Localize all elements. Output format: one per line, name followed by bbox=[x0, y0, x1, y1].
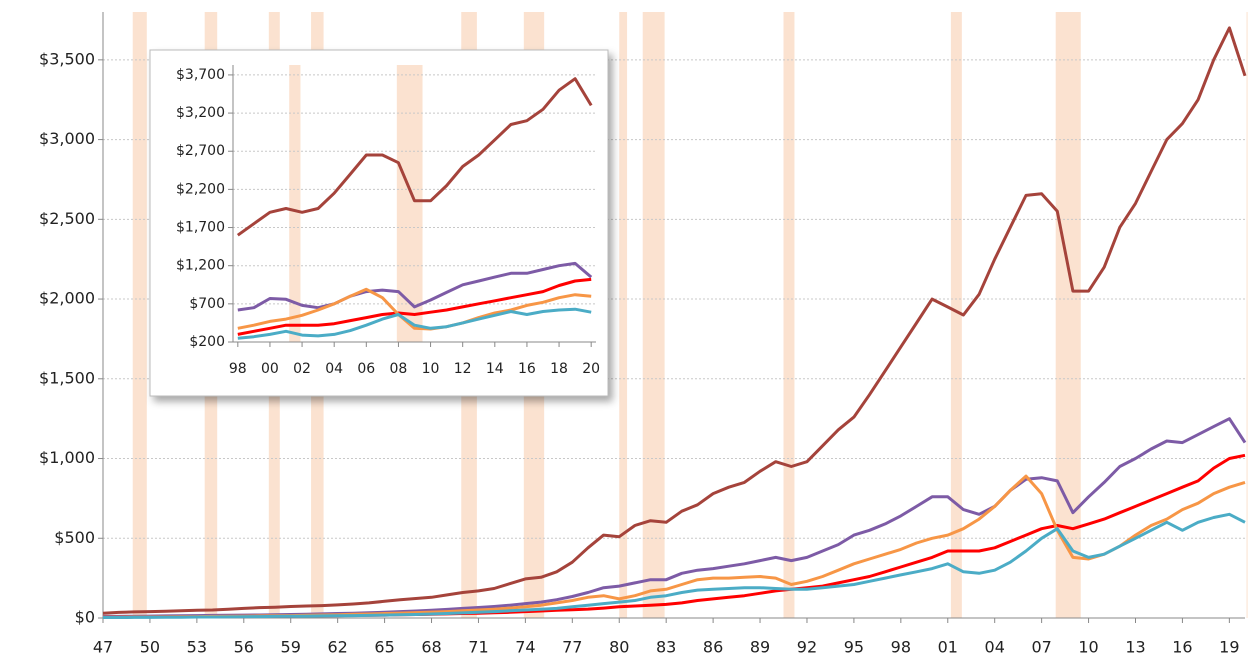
recession-band bbox=[289, 65, 301, 342]
series-line bbox=[237, 277, 592, 336]
x-tick-label: 12 bbox=[454, 361, 472, 377]
x-tick-label: 47 bbox=[93, 638, 113, 657]
x-tick-label: 16 bbox=[518, 361, 536, 377]
x-tick-label: 08 bbox=[390, 361, 408, 377]
x-tick-label: 71 bbox=[468, 638, 488, 657]
recession-band bbox=[1246, 12, 1248, 618]
recession-band bbox=[1055, 12, 1081, 618]
y-tick-label: $3,000 bbox=[39, 129, 95, 148]
series-line bbox=[103, 512, 1246, 619]
series-line bbox=[237, 287, 592, 331]
x-tick-label: 07 bbox=[1031, 638, 1051, 657]
x-tick-label: 00 bbox=[261, 361, 279, 377]
x-tick-label: 14 bbox=[486, 361, 504, 377]
x-tick-label: 10 bbox=[1078, 638, 1098, 657]
series-line bbox=[237, 261, 593, 312]
y-tick-label: $200 bbox=[189, 334, 225, 350]
x-tick-label: 04 bbox=[325, 361, 343, 377]
y-tick-label: $2,700 bbox=[176, 143, 225, 159]
y-tick-label: $1,700 bbox=[176, 220, 225, 236]
y-tick-label: $3,700 bbox=[176, 67, 225, 83]
x-tick-label: 02 bbox=[293, 361, 311, 377]
x-tick-label: 68 bbox=[421, 638, 441, 657]
x-tick-label: 80 bbox=[609, 638, 629, 657]
y-tick-label: $2,000 bbox=[39, 289, 95, 308]
x-tick-label: 59 bbox=[281, 638, 301, 657]
y-tick-label: $500 bbox=[54, 528, 95, 547]
x-tick-label: 98 bbox=[891, 638, 911, 657]
x-tick-label: 20 bbox=[582, 361, 600, 377]
x-tick-label: 56 bbox=[234, 638, 254, 657]
x-tick-label: 06 bbox=[357, 361, 375, 377]
x-tick-label: 86 bbox=[703, 638, 723, 657]
inset-frame bbox=[149, 49, 609, 397]
y-tick-label: $2,200 bbox=[176, 181, 225, 197]
y-tick-label: $0 bbox=[75, 608, 95, 627]
series-line bbox=[237, 307, 592, 340]
series-line bbox=[102, 26, 1247, 615]
x-tick-label: 16 bbox=[1172, 638, 1192, 657]
y-tick-label: $1,000 bbox=[39, 448, 95, 467]
y-tick-label: $3,200 bbox=[176, 105, 225, 121]
x-tick-label: 77 bbox=[562, 638, 582, 657]
x-tick-label: 95 bbox=[844, 638, 864, 657]
x-tick-label: 92 bbox=[797, 638, 817, 657]
x-tick-label: 53 bbox=[187, 638, 207, 657]
x-tick-label: 62 bbox=[327, 638, 347, 657]
recession-band bbox=[783, 12, 795, 618]
inset-chart: $200 $700 $1,200 $1,700 $2,200 $2,700 $3,200 $3… bbox=[149, 49, 609, 397]
x-tick-label: 65 bbox=[374, 638, 394, 657]
x-tick-label: 98 bbox=[229, 361, 247, 377]
x-tick-label: 13 bbox=[1125, 638, 1145, 657]
x-tick-label: 04 bbox=[985, 638, 1005, 657]
recession-band bbox=[642, 12, 665, 618]
x-tick-label: 19 bbox=[1219, 638, 1239, 657]
x-tick-label: 50 bbox=[140, 638, 160, 657]
x-tick-label: 74 bbox=[515, 638, 535, 657]
y-tick-label: $700 bbox=[189, 296, 225, 312]
y-tick-label: $1,200 bbox=[176, 258, 225, 274]
y-tick-label: $2,500 bbox=[39, 209, 95, 228]
series-line bbox=[236, 77, 593, 237]
recession-band bbox=[619, 12, 628, 618]
x-tick-label: 89 bbox=[750, 638, 770, 657]
recession-band bbox=[950, 12, 962, 618]
x-tick-label: 01 bbox=[938, 638, 958, 657]
x-tick-label: 83 bbox=[656, 638, 676, 657]
recession-band bbox=[132, 12, 147, 618]
y-tick-label: $3,500 bbox=[39, 49, 95, 68]
x-tick-label: 10 bbox=[422, 361, 440, 377]
x-tick-label: 18 bbox=[550, 361, 568, 377]
y-tick-label: $1,500 bbox=[39, 368, 95, 387]
